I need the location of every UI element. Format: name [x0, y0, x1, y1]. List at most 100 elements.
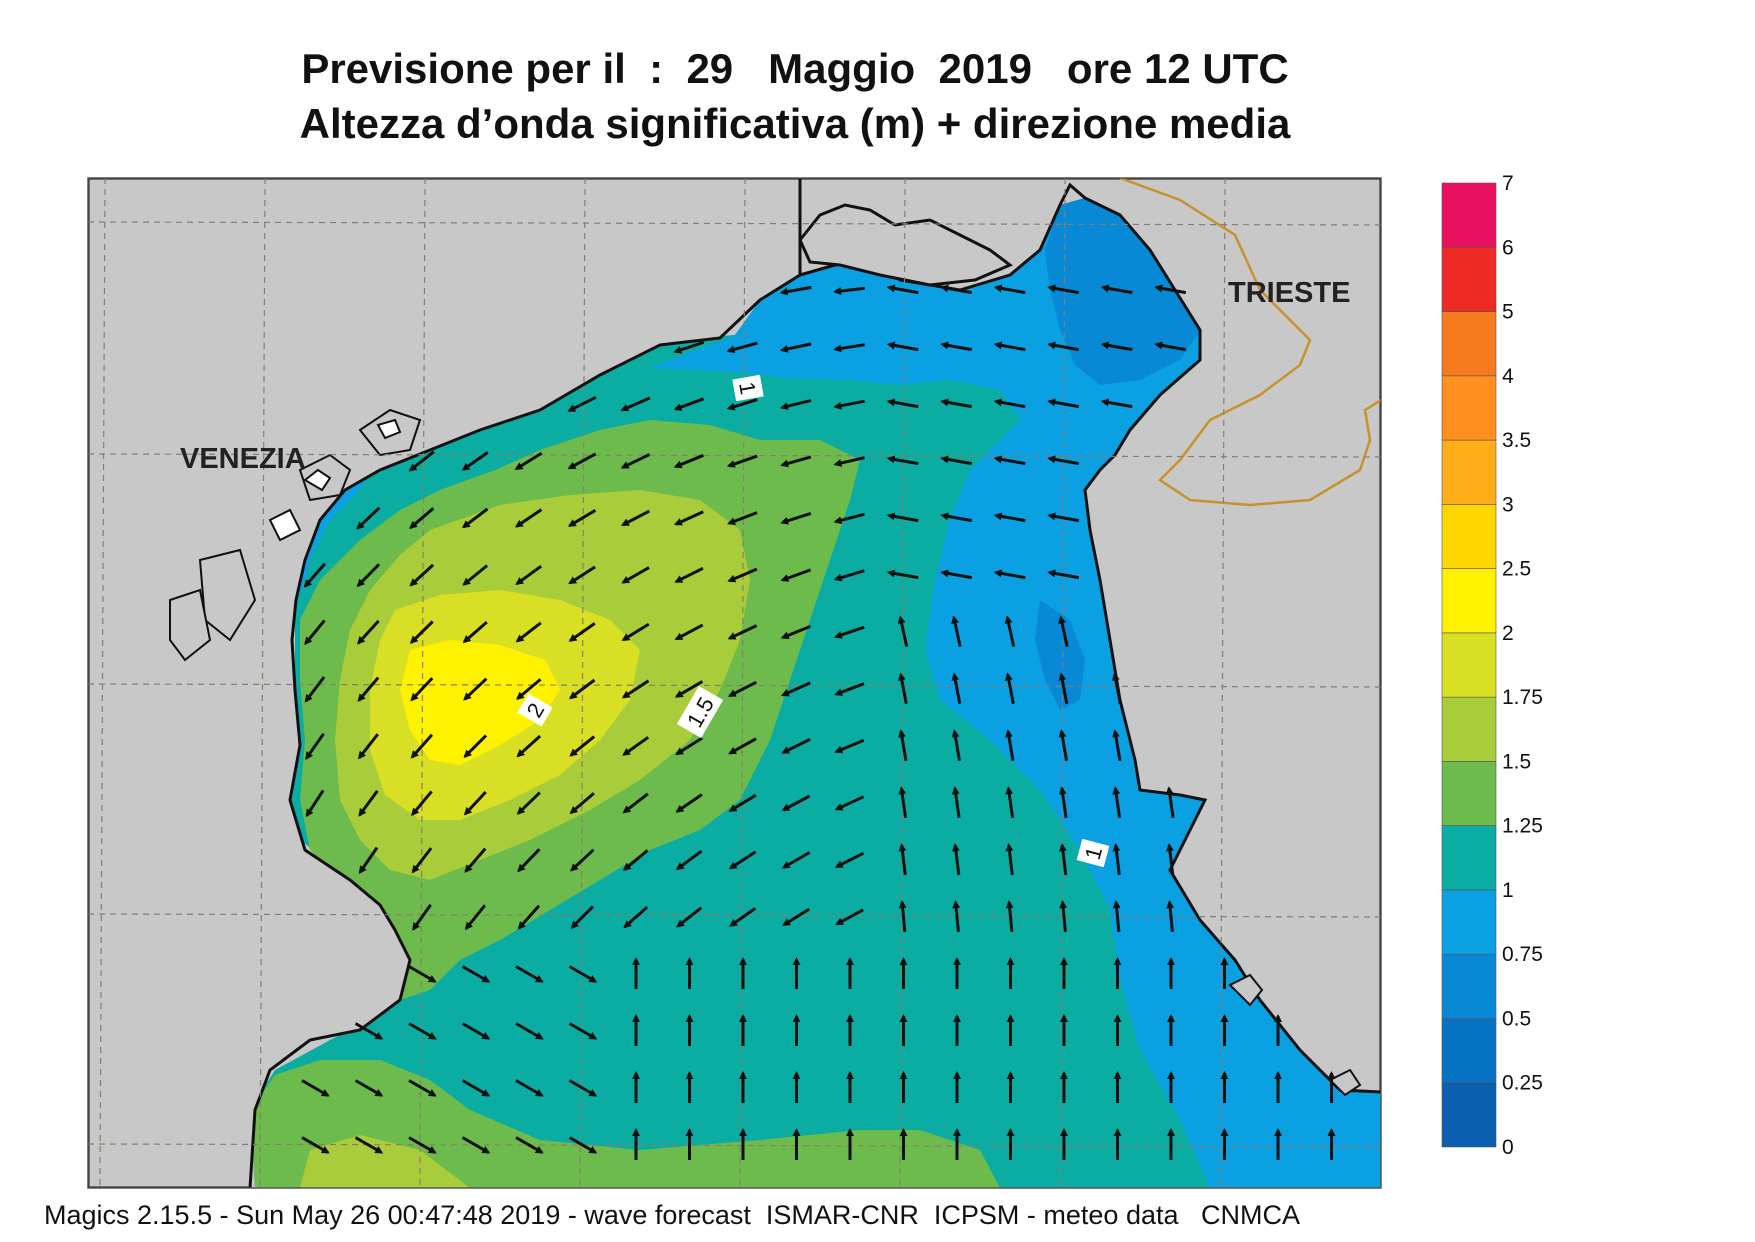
direction-arrow — [729, 907, 757, 927]
direction-arrow — [779, 398, 812, 411]
direction-arrow — [727, 624, 758, 640]
direction-arrow — [993, 284, 1026, 295]
direction-arrow — [676, 906, 703, 928]
direction-arrow — [408, 1079, 437, 1097]
direction-arrow — [568, 1136, 598, 1154]
direction-arrow — [464, 847, 487, 873]
direction-arrow — [461, 1022, 491, 1040]
direction-arrow — [993, 512, 1026, 523]
place-label-trieste: TRIESTE — [1228, 277, 1350, 309]
direction-arrow — [620, 509, 650, 527]
direction-arrow — [408, 450, 435, 472]
colorbar-tick-label: 2.5 — [1502, 558, 1531, 581]
direction-arrow — [780, 455, 812, 468]
colorbar-swatch — [1441, 889, 1497, 955]
colorbar-tick-label: 0.75 — [1502, 943, 1543, 966]
direction-arrow — [781, 851, 811, 869]
direction-arrow — [1047, 398, 1080, 409]
colorbar-tick-label: 6 — [1502, 236, 1514, 259]
direction-arrow — [727, 567, 758, 583]
contour-label-2: 2 — [517, 693, 553, 727]
direction-arrow — [1112, 843, 1121, 876]
direction-arrow — [463, 734, 488, 759]
direction-arrow — [567, 509, 597, 527]
direction-arrow — [622, 792, 649, 814]
colorbar-tick-label: 3.5 — [1502, 429, 1531, 452]
direction-arrow — [1005, 900, 1014, 933]
colorbar-tick-label: 3 — [1502, 493, 1514, 516]
direction-arrow — [461, 507, 489, 529]
map-area: 1 1.5 2 1 VENEZIA TRIESTE — [88, 178, 1381, 1188]
band-0.5-0.75-east — [1035, 600, 1085, 710]
map-title: Previsione per il : 29 Maggio 2019 ore 1… — [301, 45, 1289, 92]
direction-arrow — [1058, 672, 1069, 704]
lagoon-water — [268, 418, 402, 542]
direction-arrow — [461, 1079, 491, 1097]
direction-arrow — [569, 735, 596, 757]
direction-arrow — [461, 451, 489, 471]
direction-arrow — [898, 843, 907, 876]
direction-arrow — [568, 565, 596, 585]
direction-arrow — [951, 786, 961, 819]
colorbar-tick-label: 2 — [1502, 622, 1514, 645]
direction-arrow — [462, 564, 489, 586]
direction-arrow — [675, 793, 703, 813]
colorbar-swatch — [1441, 696, 1497, 762]
colorbar-tick-label: 7 — [1502, 172, 1514, 195]
direction-arrow — [886, 341, 919, 352]
direction-arrow — [779, 342, 812, 353]
colorbar-swatch — [1441, 632, 1497, 698]
direction-arrow — [411, 790, 433, 817]
direction-arrow — [951, 615, 962, 648]
direction-arrow — [623, 905, 649, 929]
direction-arrow — [781, 794, 811, 812]
colorbar-swatch — [1441, 825, 1497, 891]
direction-arrow — [409, 563, 435, 587]
direction-arrow — [1166, 900, 1175, 933]
direction-arrow — [728, 850, 757, 870]
direction-arrow — [463, 677, 488, 701]
direction-arrow — [675, 736, 703, 756]
direction-arrow — [357, 619, 380, 645]
direction-arrow — [411, 847, 433, 874]
direction-arrow — [622, 736, 650, 756]
colorbar-tick-label: 1.25 — [1502, 815, 1543, 838]
direction-arrow — [515, 1079, 544, 1097]
direction-arrow — [515, 564, 542, 586]
direction-arrow — [993, 398, 1026, 409]
direction-arrow — [304, 619, 326, 646]
direction-arrow — [464, 904, 487, 931]
direction-arrow — [301, 1079, 330, 1097]
direction-arrow — [728, 793, 757, 813]
direction-arrow — [897, 672, 908, 704]
direction-arrow — [568, 678, 596, 700]
direction-arrow — [1154, 284, 1187, 295]
contour-label-1-east: 1 — [1076, 838, 1110, 868]
direction-arrow — [1165, 843, 1175, 876]
direction-arrow — [622, 849, 649, 871]
direction-arrow — [1005, 843, 1014, 876]
direction-arrow — [673, 340, 705, 354]
direction-arrow — [409, 620, 434, 644]
direction-arrow — [673, 453, 704, 469]
direction-arrow — [886, 398, 919, 409]
direction-arrow — [1004, 672, 1015, 704]
direction-arrow — [898, 729, 908, 762]
direction-arrow — [1005, 729, 1015, 762]
direction-arrow — [461, 1136, 491, 1154]
direction-arrow — [674, 680, 704, 698]
direction-arrow — [993, 341, 1026, 352]
direction-arrow — [940, 341, 973, 352]
direction-arrow — [1112, 729, 1122, 762]
direction-arrow — [408, 1136, 437, 1154]
direction-arrow — [834, 682, 865, 696]
direction-arrow — [568, 1079, 598, 1097]
direction-arrow — [780, 511, 812, 525]
direction-arrow — [567, 395, 597, 413]
direction-arrow — [833, 399, 865, 410]
direction-arrow — [940, 398, 973, 409]
direction-arrow — [516, 734, 542, 758]
direction-arrow — [1100, 341, 1133, 352]
direction-arrow — [514, 451, 543, 471]
wave-direction-arrows — [301, 284, 1336, 1160]
